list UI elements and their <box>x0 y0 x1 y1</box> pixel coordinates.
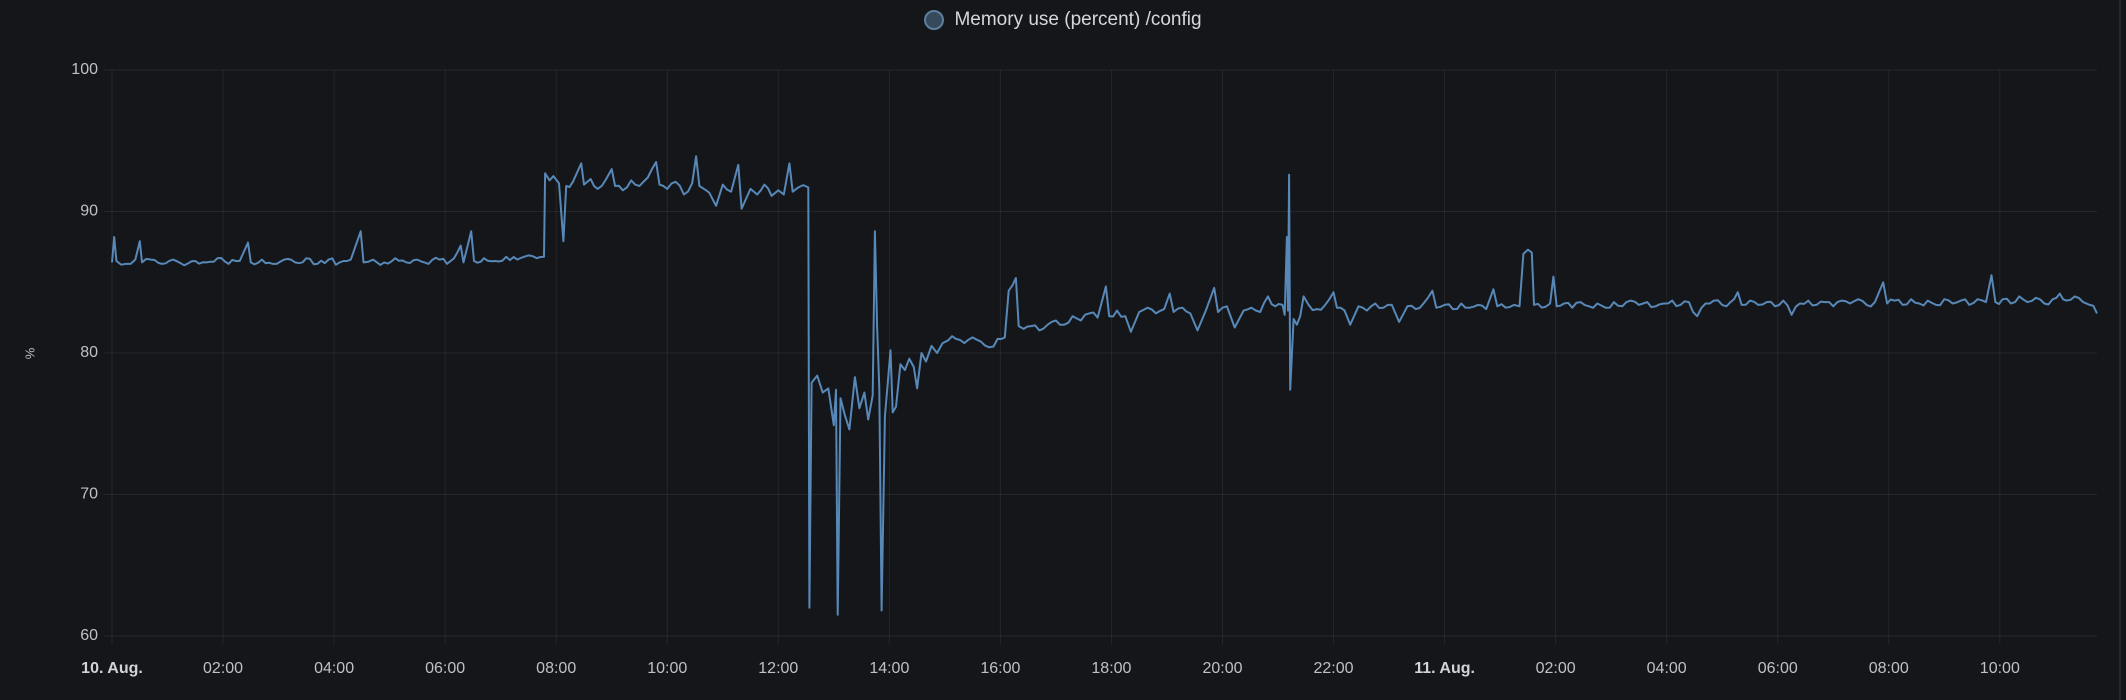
x-tick-label: 22:00 <box>1314 660 1354 677</box>
x-tick-label: 06:00 <box>425 660 465 677</box>
x-tick-label: 10:00 <box>647 660 687 677</box>
y-tick-label: 70 <box>80 486 98 503</box>
series-line <box>111 155 2098 616</box>
x-tick-label: 20:00 <box>1202 660 1242 677</box>
y-tick-label: 60 <box>80 627 98 644</box>
panel-right-border <box>2119 0 2121 700</box>
x-tick-label: 18:00 <box>1091 660 1131 677</box>
series-marker-icon <box>924 10 945 30</box>
x-tick-label: 16:00 <box>980 660 1020 677</box>
x-tick-label: 12:00 <box>758 660 798 677</box>
x-tick-label: 04:00 <box>1647 660 1687 677</box>
x-tick-label: 08:00 <box>1869 660 1909 677</box>
x-tick-label: 14:00 <box>869 660 909 677</box>
x-tick-label: 10. Aug. <box>81 660 143 677</box>
x-tick-label: 06:00 <box>1758 660 1798 677</box>
y-tick-label: 90 <box>80 203 98 220</box>
y-tick-label: 100 <box>71 61 98 78</box>
x-tick-label: 02:00 <box>203 660 243 677</box>
x-tick-label: 10:00 <box>1980 660 2020 677</box>
x-tick-label: 08:00 <box>536 660 576 677</box>
y-tick-label: 80 <box>80 344 98 361</box>
legend[interactable]: Memory use (percent) /config <box>0 8 2126 32</box>
x-tick-label: 02:00 <box>1536 660 1576 677</box>
y-axis-unit-label: % <box>22 346 38 360</box>
x-tick-label: 11. Aug. <box>1414 660 1475 677</box>
series-legend-label: Memory use (percent) /config <box>954 9 1202 30</box>
x-tick-label: 04:00 <box>314 660 354 677</box>
